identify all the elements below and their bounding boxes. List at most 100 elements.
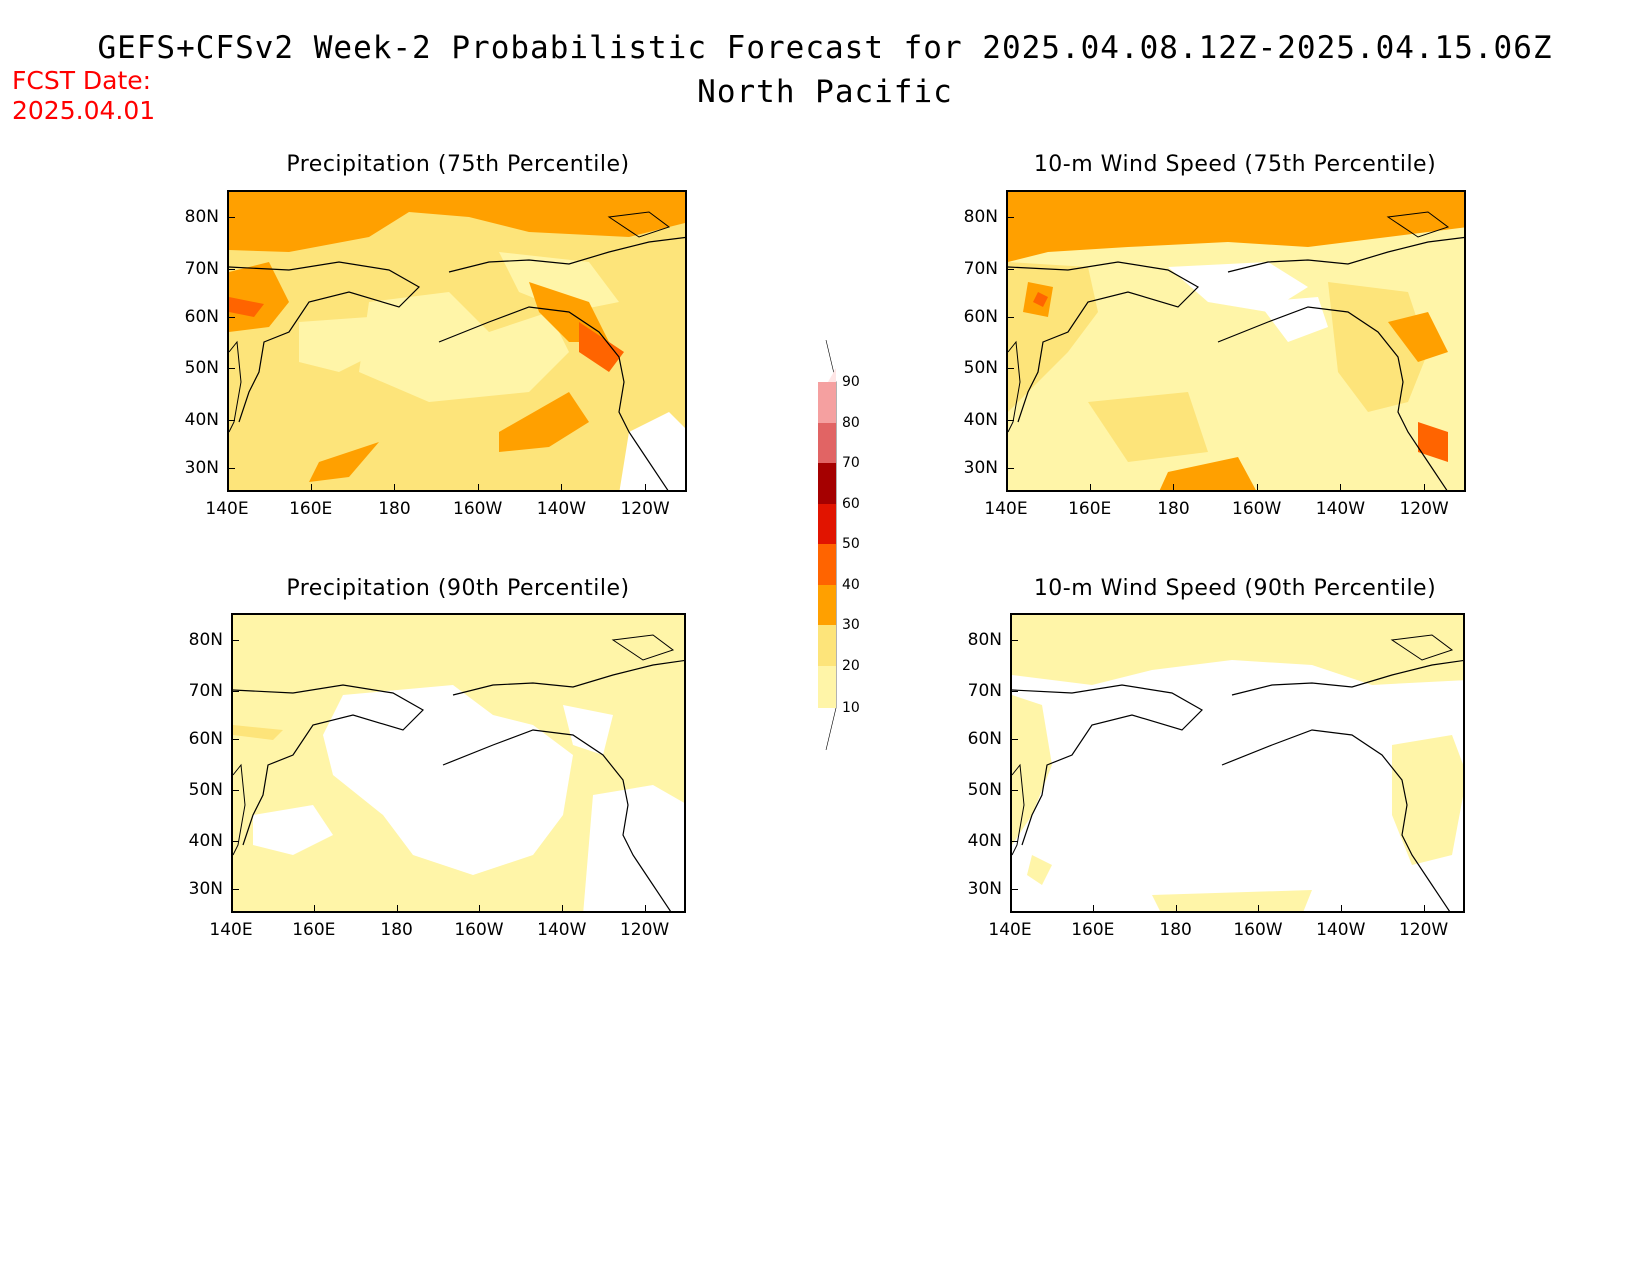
latitude-label: 80N bbox=[188, 630, 223, 650]
longitude-label: 120W bbox=[1399, 499, 1449, 519]
latitude-tick bbox=[231, 841, 239, 842]
latitude-tick bbox=[231, 739, 239, 740]
colorbar-level: 20 bbox=[842, 658, 860, 674]
longitude-label: 140E bbox=[988, 920, 1032, 940]
latitude-label: 70N bbox=[967, 681, 1002, 701]
longitude-tick bbox=[561, 484, 563, 492]
latitude-label: 60N bbox=[188, 729, 223, 749]
longitude-tick bbox=[1006, 484, 1007, 492]
region-title: North Pacific bbox=[697, 74, 953, 110]
longitude-label: 180 bbox=[380, 920, 413, 940]
longitude-tick bbox=[394, 484, 396, 492]
longitude-label: 140E bbox=[205, 499, 249, 519]
latitude-label: 30N bbox=[963, 457, 998, 478]
latitude-label: 80N bbox=[967, 630, 1002, 650]
longitude-label: 160W bbox=[1232, 499, 1282, 519]
longitude-label: 180 bbox=[1159, 920, 1192, 940]
longitude-tick bbox=[1424, 484, 1426, 492]
longitude-tick bbox=[1340, 484, 1342, 492]
latitude-tick bbox=[1010, 841, 1018, 842]
longitude-tick bbox=[561, 905, 563, 913]
latitude-label: 70N bbox=[184, 258, 219, 279]
latitude-label: 80N bbox=[184, 207, 219, 228]
longitude-tick bbox=[645, 484, 647, 492]
colorbar-level: 50 bbox=[842, 536, 860, 552]
longitude-label: 180 bbox=[1157, 499, 1190, 519]
longitude-label: 160E bbox=[1071, 920, 1115, 940]
longitude-label: 160W bbox=[453, 499, 503, 519]
longitude-label: 160E bbox=[289, 499, 333, 519]
latitude-label: 50N bbox=[967, 780, 1002, 800]
forecast-date-block: FCST Date: 2025.04.01 bbox=[12, 66, 155, 126]
latitude-label: 60N bbox=[184, 306, 219, 327]
latitude-tick bbox=[1006, 368, 1014, 370]
colorbar: 90 80 70 60 50 40 30 20 10 bbox=[818, 340, 898, 750]
map-precip-75 bbox=[227, 190, 687, 492]
longitude-tick bbox=[1010, 905, 1011, 913]
panel-title-precip-90: Precipitation (90th Percentile) bbox=[286, 576, 630, 601]
latitude-label: 40N bbox=[184, 409, 219, 430]
longitude-label: 160W bbox=[454, 920, 504, 940]
latitude-tick bbox=[231, 691, 239, 692]
latitude-tick bbox=[1010, 640, 1018, 641]
longitude-tick bbox=[396, 905, 398, 913]
map-wind-75 bbox=[1006, 190, 1466, 492]
colorbar-level: 60 bbox=[842, 496, 860, 512]
longitude-tick bbox=[231, 905, 232, 913]
panel-title-wind-75: 10-m Wind Speed (75th Percentile) bbox=[1033, 152, 1437, 177]
colorbar-level: 90 bbox=[842, 374, 860, 390]
longitude-label: 120W bbox=[619, 920, 670, 940]
latitude-tick bbox=[227, 316, 235, 318]
latitude-tick bbox=[227, 467, 235, 469]
longitude-label: 180 bbox=[378, 499, 411, 519]
panel-title-precip-75: Precipitation (75th Percentile) bbox=[286, 152, 630, 177]
latitude-label: 50N bbox=[188, 780, 223, 800]
panel-title-wind-90: 10-m Wind Speed (90th Percentile) bbox=[1033, 576, 1437, 601]
latitude-label: 80N bbox=[963, 207, 998, 228]
longitude-label: 140E bbox=[984, 499, 1028, 519]
latitude-tick bbox=[227, 368, 235, 370]
forecast-date-label: FCST Date: bbox=[12, 66, 152, 95]
longitude-tick bbox=[477, 484, 479, 492]
longitude-label: 160E bbox=[1068, 499, 1112, 519]
colorbar-level: 70 bbox=[842, 455, 860, 471]
latitude-tick bbox=[1010, 889, 1018, 890]
longitude-tick bbox=[227, 484, 228, 492]
longitude-tick bbox=[1257, 905, 1259, 913]
longitude-label: 160E bbox=[292, 920, 336, 940]
latitude-tick bbox=[227, 268, 235, 270]
longitude-tick bbox=[478, 905, 480, 913]
longitude-label: 160W bbox=[1233, 920, 1283, 940]
longitude-tick bbox=[1423, 905, 1425, 913]
latitude-label: 40N bbox=[967, 831, 1002, 851]
latitude-label: 70N bbox=[963, 258, 998, 279]
longitude-tick bbox=[1175, 905, 1177, 913]
latitude-tick bbox=[1006, 419, 1014, 421]
latitude-tick bbox=[1010, 790, 1018, 791]
latitude-label: 40N bbox=[188, 831, 223, 851]
latitude-label: 50N bbox=[184, 358, 219, 379]
latitude-label: 60N bbox=[963, 306, 998, 327]
longitude-tick bbox=[1173, 484, 1175, 492]
latitude-tick bbox=[231, 889, 239, 890]
map-precip-90 bbox=[231, 613, 686, 913]
longitude-label: 120W bbox=[620, 499, 670, 519]
longitude-tick bbox=[1092, 905, 1094, 913]
longitude-tick bbox=[1256, 484, 1258, 492]
longitude-tick bbox=[310, 484, 312, 492]
colorbar-swatches bbox=[818, 340, 837, 750]
latitude-tick bbox=[1006, 268, 1014, 270]
latitude-tick bbox=[1006, 316, 1014, 318]
colorbar-level: 10 bbox=[842, 700, 860, 716]
longitude-label: 140W bbox=[537, 920, 587, 940]
latitude-tick bbox=[1010, 739, 1018, 740]
longitude-label: 140W bbox=[536, 499, 587, 519]
forecast-title: GEFS+CFSv2 Week-2 Probabilistic Forecast… bbox=[97, 30, 1553, 66]
longitude-tick bbox=[1089, 484, 1091, 492]
colorbar-level: 80 bbox=[842, 415, 860, 431]
longitude-label: 140W bbox=[1316, 920, 1366, 940]
latitude-tick bbox=[227, 217, 235, 219]
latitude-tick bbox=[1006, 467, 1014, 469]
longitude-tick bbox=[313, 905, 315, 913]
latitude-label: 30N bbox=[188, 879, 223, 899]
